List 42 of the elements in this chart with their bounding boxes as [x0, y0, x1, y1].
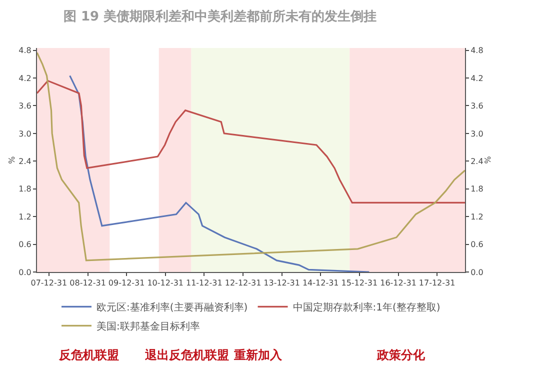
y-tick-label: 4.8 — [18, 46, 32, 56]
legend-label: 中国定期存款利率:1年(整存整取) — [292, 302, 440, 314]
x-tick-label: 15-12-31 — [341, 278, 378, 288]
y-tick-label: 4.2 — [18, 74, 32, 83]
text: 政策分化 — [376, 348, 426, 362]
text: 退出反危机联盟 — [144, 348, 229, 362]
y2-tick-label: 0.6 — [470, 240, 484, 250]
x-tick-label: 17-12-31 — [418, 278, 456, 288]
y-tick-label: 1.2 — [18, 212, 32, 222]
x-tick-label: 09-12-31 — [108, 278, 145, 288]
x-tick-label: 11-12-31 — [186, 278, 222, 288]
line-series — [69, 74, 370, 272]
y-tick-label: 0.0 — [18, 268, 32, 277]
line-series — [37, 80, 465, 204]
y2-axis-title: % — [483, 156, 492, 164]
y2-tick-label: 0.0 — [470, 268, 484, 277]
x-tick-label: 12-12-31 — [224, 278, 262, 288]
y-axis-title: % — [7, 156, 16, 164]
y-tick-label: 3.6 — [18, 102, 32, 111]
x-tick-label: 10-12-31 — [147, 278, 184, 288]
text: 重新加入 — [233, 348, 283, 362]
x-tick-label: 07-12-31 — [30, 278, 68, 288]
chart-title: 图 19 美债期限利差和中美利差都前所未有的发生倒挂 — [63, 8, 377, 24]
y2-tick-label: 3.0 — [470, 129, 484, 138]
y-tick-label: 2.4 — [18, 156, 32, 166]
legend-label: 美国:联邦基金目标利率 — [96, 320, 200, 333]
y-tick-label: 1.8 — [18, 184, 32, 194]
legend-label: 欧元区:基准利率(主要再融资利率) — [96, 302, 248, 314]
y2-tick-label: 1.8 — [470, 184, 484, 194]
y2-tick-label: 4.2 — [470, 74, 484, 83]
y2-tick-label: 4.8 — [470, 46, 484, 56]
x-tick-label: 14-12-31 — [302, 278, 339, 288]
y2-tick-label: 2.4 — [470, 156, 484, 166]
x-tick-label: 13-12-31 — [264, 278, 300, 288]
text: 反危机联盟 — [58, 348, 119, 362]
y2-tick-label: 1.2 — [470, 212, 484, 222]
y-tick-label: 0.6 — [18, 240, 32, 250]
y2-tick-label: 3.6 — [470, 102, 484, 111]
x-tick-label: 16-12-31 — [380, 278, 416, 288]
x-tick-label: 08-12-31 — [70, 278, 106, 288]
y-tick-label: 3.0 — [18, 129, 32, 138]
line-series — [37, 52, 465, 262]
